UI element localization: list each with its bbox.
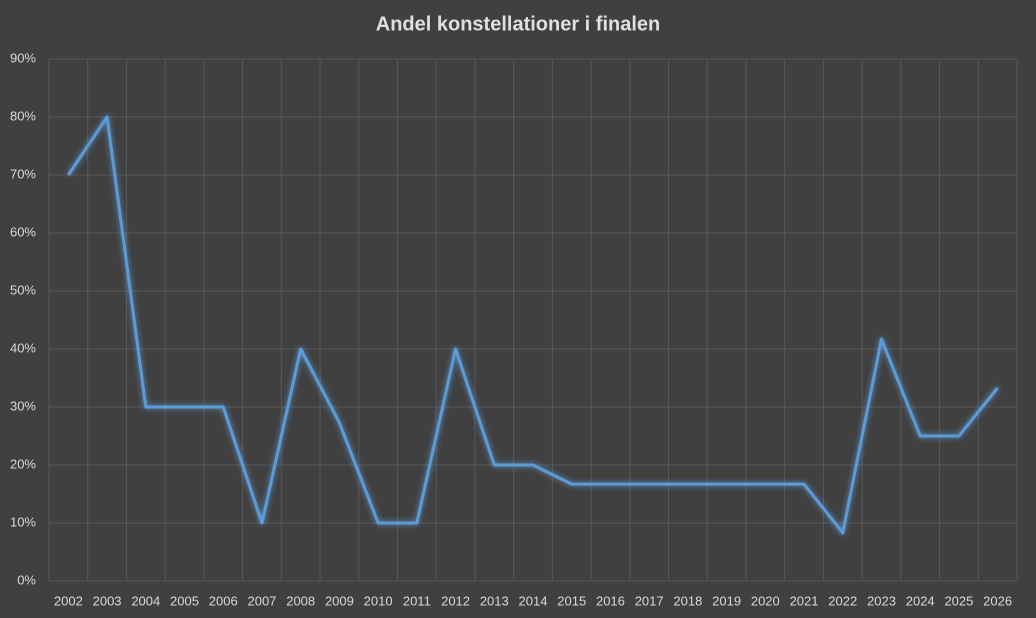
y-tick-label: 90% bbox=[10, 50, 36, 65]
y-tick-label: 20% bbox=[10, 456, 36, 471]
chart-title: Andel konstellationer i finalen bbox=[376, 13, 661, 35]
y-tick-label: 60% bbox=[10, 224, 36, 239]
x-tick-label: 2008 bbox=[286, 593, 315, 608]
x-tick-label: 2025 bbox=[944, 593, 973, 608]
x-tick-label: 2011 bbox=[403, 593, 431, 608]
x-tick-label: 2003 bbox=[93, 593, 122, 608]
x-tick-label: 2014 bbox=[519, 593, 548, 608]
x-tick-label: 2002 bbox=[54, 593, 83, 608]
x-tick-label: 2004 bbox=[131, 593, 160, 608]
x-tick-label: 2026 bbox=[983, 593, 1012, 608]
y-tick-label: 30% bbox=[10, 398, 36, 413]
x-tick-label: 2006 bbox=[209, 593, 238, 608]
x-tick-label: 2013 bbox=[480, 593, 509, 608]
x-tick-label: 2016 bbox=[596, 593, 625, 608]
y-tick-label: 40% bbox=[10, 340, 36, 355]
x-tick-label: 2024 bbox=[906, 593, 935, 608]
x-tick-label: 2019 bbox=[712, 593, 741, 608]
x-tick-label: 2018 bbox=[673, 593, 702, 608]
x-tick-label: 2015 bbox=[557, 593, 586, 608]
x-tick-label: 2017 bbox=[635, 593, 664, 608]
x-tick-label: 2005 bbox=[170, 593, 199, 608]
x-tick-label: 2012 bbox=[441, 593, 470, 608]
x-tick-label: 2023 bbox=[867, 593, 896, 608]
y-tick-label: 80% bbox=[10, 108, 36, 123]
x-tick-label: 2022 bbox=[828, 593, 857, 608]
y-tick-label: 0% bbox=[17, 572, 36, 587]
y-tick-label: 50% bbox=[10, 282, 36, 297]
x-tick-label: 2009 bbox=[325, 593, 354, 608]
x-tick-label: 2020 bbox=[751, 593, 780, 608]
x-tick-label: 2007 bbox=[247, 593, 276, 608]
data-line bbox=[67, 115, 999, 535]
x-tick-label: 2021 bbox=[790, 593, 819, 608]
y-tick-label: 10% bbox=[10, 514, 36, 529]
y-tick-label: 70% bbox=[10, 166, 36, 181]
x-tick-label: 2010 bbox=[364, 593, 393, 608]
